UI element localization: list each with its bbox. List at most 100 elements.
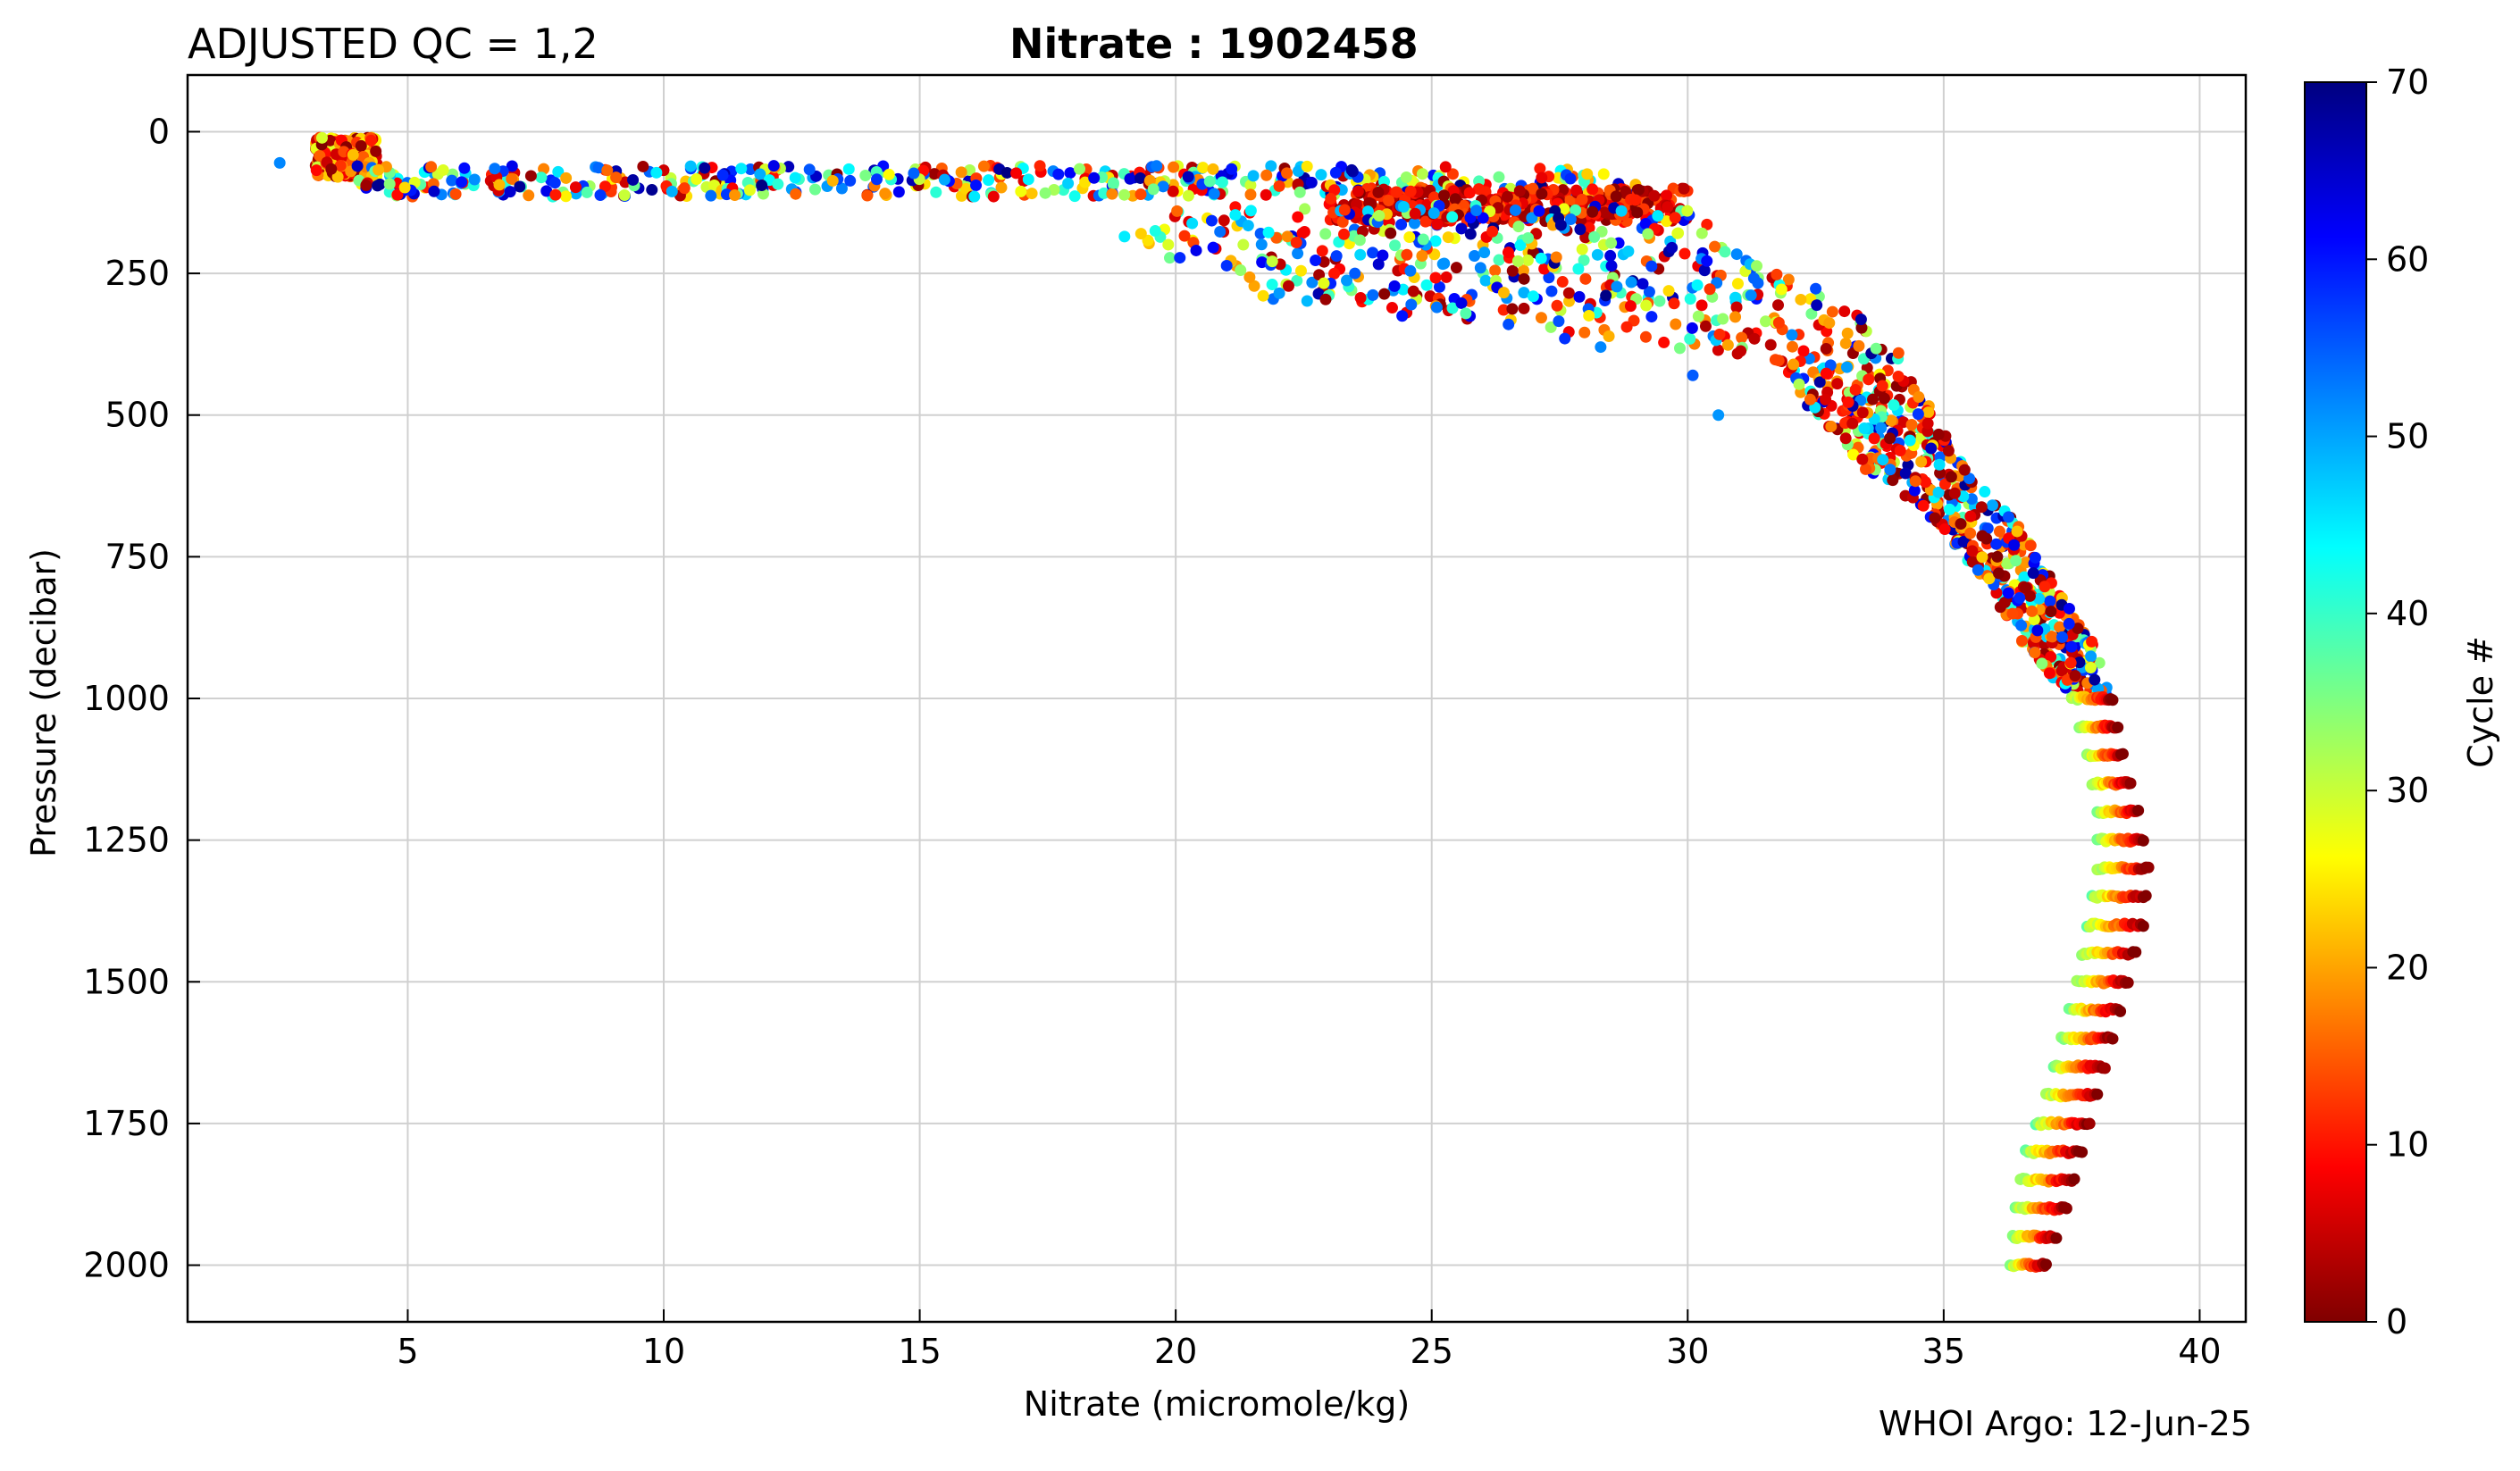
data-point [437, 163, 449, 176]
data-point [1823, 317, 1836, 330]
data-point [1868, 432, 1880, 445]
data-point [347, 148, 359, 161]
data-point [1401, 248, 1413, 261]
data-point [1622, 245, 1635, 257]
data-point [391, 188, 404, 201]
data-point [1218, 214, 1230, 227]
data-point [1637, 278, 1649, 290]
data-point [1839, 432, 1852, 445]
data-point [524, 170, 537, 182]
data-point [861, 189, 874, 202]
data-point [1455, 297, 1468, 309]
y-tick-label: 750 [105, 537, 170, 576]
data-point [666, 185, 678, 197]
data-point [2056, 631, 2069, 643]
data-point [364, 134, 377, 146]
data-point [646, 184, 658, 196]
data-point [1293, 186, 1306, 198]
data-point [2137, 834, 2149, 847]
data-point [1182, 171, 1194, 183]
data-point [1986, 499, 1998, 512]
data-point [1570, 204, 1582, 216]
data-point [2132, 804, 2145, 816]
data-point [1545, 321, 1557, 333]
data-point [315, 131, 328, 144]
data-point [1330, 250, 1343, 263]
data-point [1699, 320, 1712, 332]
data-point [1266, 279, 1278, 291]
data-point [1062, 177, 1075, 189]
data-point [1668, 297, 1680, 310]
data-point [1564, 213, 1577, 226]
data-point [1735, 345, 1747, 357]
data-point [2073, 656, 2086, 669]
data-point [955, 166, 967, 179]
data-point [1372, 186, 1385, 198]
data-point [1294, 264, 1307, 277]
outlier-point [1430, 301, 1443, 313]
data-point [691, 172, 703, 185]
data-point [1729, 291, 1742, 304]
colorbar-tick-label: 40 [2386, 594, 2429, 633]
data-point [1214, 225, 1227, 238]
data-point [504, 186, 516, 198]
data-point [1863, 373, 1875, 386]
data-point [1522, 231, 1535, 244]
data-point [2072, 623, 2084, 635]
data-point [506, 160, 518, 172]
data-point [1064, 167, 1076, 180]
data-point [560, 190, 573, 203]
data-point [1244, 179, 1257, 191]
colorbar [2304, 81, 2367, 1323]
data-point [2112, 721, 2124, 733]
data-point [1377, 249, 1389, 262]
data-point [1729, 311, 1742, 323]
data-point [1658, 336, 1670, 348]
data-point [1598, 206, 1611, 219]
data-point [1574, 223, 1587, 236]
data-point [1352, 185, 1364, 197]
data-point [1391, 186, 1403, 198]
data-point [995, 181, 1008, 194]
data-point [1186, 217, 1199, 230]
data-point [1469, 249, 1481, 262]
x-axis-label: Nitrate (micromole/kg) [1024, 1384, 1410, 1424]
data-point [1338, 204, 1351, 216]
data-point [1518, 287, 1530, 299]
data-point [705, 189, 717, 202]
data-point [1912, 408, 1924, 421]
data-point [2044, 595, 2056, 607]
data-point [1885, 414, 1897, 427]
qc-label: ADJUSTED QC = 1,2 [188, 20, 599, 68]
data-point [1463, 187, 1476, 199]
data-point [1151, 160, 1163, 172]
data-point [1527, 182, 1539, 195]
data-point [835, 182, 848, 195]
data-point [1446, 211, 1459, 223]
data-point [870, 173, 883, 186]
data-point [1273, 287, 1285, 299]
data-point [2084, 662, 2097, 674]
data-point [1493, 254, 1505, 266]
data-point [2039, 1258, 2052, 1271]
data-point [1157, 180, 1169, 193]
data-point [1386, 302, 1398, 314]
data-point [1429, 272, 1442, 284]
data-point [1648, 189, 1661, 202]
data-point [1838, 305, 1851, 318]
data-point [968, 190, 981, 203]
data-point [1751, 260, 1763, 272]
data-point [650, 166, 663, 179]
data-point [1367, 247, 1379, 259]
data-point [1291, 274, 1303, 287]
x-tick-label: 20 [1154, 1332, 1197, 1371]
data-point [1620, 321, 1633, 333]
x-axis-ticks: 5 10 15 20 25 30 35 40 [397, 1309, 2222, 1371]
data-point [1328, 184, 1341, 196]
data-point [2063, 617, 2075, 630]
data-point [1745, 289, 1757, 302]
data-point [1305, 176, 1318, 188]
data-point [1521, 254, 1534, 266]
data-point [2036, 657, 2048, 670]
data-point [1841, 327, 1854, 339]
